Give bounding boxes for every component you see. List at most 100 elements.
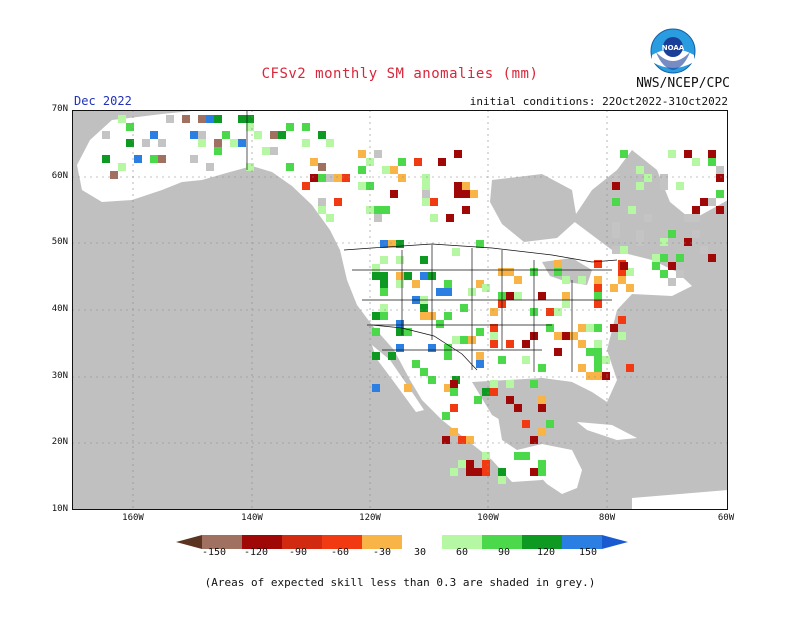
anomaly-cell — [626, 364, 634, 372]
anomaly-cell — [222, 131, 230, 139]
colorbar-label: -120 — [243, 547, 269, 558]
anomaly-cell — [436, 288, 444, 296]
anomaly-cell — [342, 174, 350, 182]
lon-label: 60W — [717, 513, 735, 523]
anomaly-cell — [466, 468, 474, 476]
anomaly-cell — [380, 240, 388, 248]
colorbar-swatch — [202, 535, 242, 549]
anomaly-cell — [618, 268, 626, 276]
anomaly-cell — [476, 280, 484, 288]
anomaly-cell — [462, 206, 470, 214]
anomaly-cell — [382, 166, 390, 174]
anomaly-cell — [594, 276, 602, 284]
anomaly-cell — [636, 230, 644, 238]
land-cuba — [577, 422, 637, 440]
anomaly-cell — [246, 123, 254, 131]
anomaly-cell — [230, 139, 238, 147]
anomaly-cell — [102, 131, 110, 139]
anomaly-cell — [382, 206, 390, 214]
anomaly-cell — [396, 272, 404, 280]
anomaly-cell — [182, 115, 190, 123]
anomaly-cell — [538, 428, 546, 436]
anomaly-cell — [374, 214, 382, 222]
anomaly-cell — [238, 115, 246, 123]
anomaly-cell — [422, 182, 430, 190]
anomaly-cell — [708, 158, 716, 166]
anomaly-cell — [716, 190, 724, 198]
anomaly-cell — [206, 163, 214, 171]
anomaly-cell — [396, 240, 404, 248]
lat-label: 10N — [51, 504, 68, 514]
anomaly-cell — [620, 246, 628, 254]
anomaly-cell — [444, 312, 452, 320]
anomaly-cell — [538, 364, 546, 372]
anomaly-cell — [538, 404, 546, 412]
anomaly-cell — [506, 380, 514, 388]
colorbar-swatch — [482, 535, 522, 549]
anomaly-cell — [636, 182, 644, 190]
anomaly-cell — [374, 150, 382, 158]
anomaly-cell — [546, 420, 554, 428]
anomaly-cell — [442, 436, 450, 444]
anomaly-cell — [668, 150, 676, 158]
anomaly-cell — [396, 344, 404, 352]
colorbar-swatch — [402, 535, 442, 549]
anomaly-cell — [562, 332, 570, 340]
anomaly-cell — [430, 214, 438, 222]
anomaly-cell — [522, 420, 530, 428]
hudson-bay — [490, 174, 577, 242]
anomaly-cell — [660, 238, 668, 246]
footnote: (Areas of expected skill less than 0.3 a… — [204, 576, 596, 589]
anomaly-cell — [490, 308, 498, 316]
anomaly-cell — [334, 198, 342, 206]
anomaly-cell — [150, 131, 158, 139]
anomaly-cell — [620, 150, 628, 158]
anomaly-cell — [530, 468, 538, 476]
anomaly-cell — [476, 328, 484, 336]
anomaly-cell — [554, 268, 562, 276]
land-south-america — [632, 490, 728, 510]
anomaly-cell — [380, 272, 388, 280]
anomaly-cells — [102, 115, 724, 484]
anomaly-cell — [428, 376, 436, 384]
agency-label: NWS/NCEP/CPC — [636, 76, 730, 91]
anomaly-cell — [628, 206, 636, 214]
anomaly-cell — [490, 380, 498, 388]
anomaly-cell — [660, 182, 668, 190]
anomaly-cell — [412, 280, 420, 288]
anomaly-cell — [476, 352, 484, 360]
anomaly-cell — [562, 292, 570, 300]
anomaly-cell — [546, 324, 554, 332]
anomaly-cell — [460, 336, 468, 344]
anomaly-cell — [522, 340, 530, 348]
anomaly-cell — [546, 308, 554, 316]
anomaly-cell — [254, 131, 262, 139]
anomaly-cell — [126, 139, 134, 147]
anomaly-cell — [460, 304, 468, 312]
anomaly-cell — [482, 460, 490, 468]
map-frame — [72, 110, 728, 510]
anomaly-cell — [246, 115, 254, 123]
anomaly-cell — [366, 158, 374, 166]
anomaly-cell — [438, 158, 446, 166]
anomaly-cell — [692, 214, 700, 222]
anomaly-cell — [452, 336, 460, 344]
anomaly-cell — [458, 436, 466, 444]
forecast-period: Dec 2022 — [74, 94, 132, 108]
anomaly-cell — [498, 356, 506, 364]
anomaly-cell — [142, 139, 150, 147]
anomaly-cell — [444, 288, 452, 296]
anomaly-cell — [708, 198, 716, 206]
land-baja — [372, 345, 424, 412]
anomaly-cell — [578, 324, 586, 332]
anomaly-cell — [660, 254, 668, 262]
anomaly-cell — [214, 139, 222, 147]
anomaly-cell — [506, 268, 514, 276]
anomaly-cell — [454, 182, 462, 190]
anomaly-cell — [466, 460, 474, 468]
anomaly-cell — [684, 238, 692, 246]
anomaly-cell — [570, 332, 578, 340]
anomaly-cell — [198, 139, 206, 147]
anomaly-cell — [238, 139, 246, 147]
anomaly-cell — [396, 256, 404, 264]
